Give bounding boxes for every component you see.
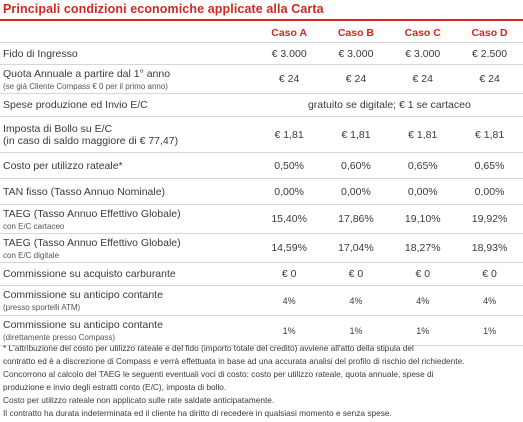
cell-caso-d: € 24 xyxy=(456,64,523,94)
cell-caso-c: 4% xyxy=(389,285,457,316)
cell-caso-a: 14,59% xyxy=(255,233,323,263)
cell-caso-b: € 1,81 xyxy=(322,116,390,153)
cell-caso-d: 0,00% xyxy=(456,178,523,205)
footnote-line: * L'attribuzione del costo per utilizzo … xyxy=(3,343,414,353)
row-label: TAEG (Tasso Annuo Effettivo Globale) xyxy=(3,236,181,249)
cell-caso-c: € 1,81 xyxy=(389,116,457,153)
cell-caso-d: 18,93% xyxy=(456,233,523,263)
table-header-row: Caso A Caso B Caso C Caso D xyxy=(0,21,523,43)
footnotes: * L'attribuzione del costo per utilizzo … xyxy=(3,342,520,420)
row-carburante: Commissione su acquisto carburante € 0 €… xyxy=(0,262,523,286)
header-caso-b: Caso B xyxy=(322,21,390,43)
footnote-line: contratto ed è a discrezione di Compass … xyxy=(3,356,465,366)
header-caso-c: Caso C xyxy=(389,21,457,43)
cell-caso-a: € 3.000 xyxy=(255,42,323,65)
footnote-line: produzione e invio degli estratti conto … xyxy=(3,382,227,392)
cell-caso-c: 19,10% xyxy=(389,204,457,234)
cell-caso-b: € 24 xyxy=(322,64,390,94)
row-tan: TAN fisso (Tasso Annuo Nominale) 0,00% 0… xyxy=(0,178,523,205)
row-label: Quota Annuale a partire dal 1° anno xyxy=(3,67,171,80)
cell-caso-c: 0,00% xyxy=(389,178,457,205)
row-label: Costo per utilizzo rateale* xyxy=(0,152,256,179)
cell-caso-b: 17,04% xyxy=(322,233,390,263)
row-label: Commissione su anticipo contante xyxy=(3,289,163,301)
cell-caso-d: 4% xyxy=(456,285,523,316)
row-anticipo-atm: Commissione su anticipo contante (presso… xyxy=(0,285,523,316)
row-label-line2: (in caso di saldo maggiore di € 77,47) xyxy=(3,134,179,147)
cell-caso-d: 1% xyxy=(456,315,523,346)
cell-caso-c: 18,27% xyxy=(389,233,457,263)
row-anticipo-compass: Commissione su anticipo contante (dirett… xyxy=(0,315,523,346)
row-quota: Quota Annuale a partire dal 1° anno (se … xyxy=(0,64,523,94)
cell-caso-c: € 24 xyxy=(389,64,457,94)
header-caso-a: Caso A xyxy=(255,21,323,43)
cell-caso-a: 4% xyxy=(255,285,323,316)
cell-caso-d: € 1,81 xyxy=(456,116,523,153)
cell-caso-d: 19,92% xyxy=(456,204,523,234)
cell-caso-c: 1% xyxy=(389,315,457,346)
cell-caso-b: 1% xyxy=(322,315,390,346)
header-caso-d: Caso D xyxy=(456,21,523,43)
row-spese: Spese produzione ed Invio E/C gratuito s… xyxy=(0,93,523,117)
row-sublabel: con E/C cartaceo xyxy=(3,221,65,231)
row-label-cell: Commissione su anticipo contante (dirett… xyxy=(0,315,256,346)
row-sublabel: (direttamente presso Compass) xyxy=(3,333,116,342)
cell-caso-a: 1% xyxy=(255,315,323,346)
cell-caso-b: 4% xyxy=(322,285,390,316)
cell-caso-b: € 3.000 xyxy=(322,42,390,65)
row-sublabel: (presso sportelli ATM) xyxy=(3,303,81,312)
row-label-cell: TAEG (Tasso Annuo Effettivo Globale) con… xyxy=(0,204,256,234)
cell-caso-a: 15,40% xyxy=(255,204,323,234)
row-label: TAN fisso (Tasso Annuo Nominale) xyxy=(0,178,256,205)
cell-caso-c: € 3.000 xyxy=(389,42,457,65)
row-label: Fido di Ingresso xyxy=(0,42,256,65)
row-sublabel: (se già Cliente Compass € 0 per il primo… xyxy=(3,81,168,91)
row-taeg-cartaceo: TAEG (Tasso Annuo Effettivo Globale) con… xyxy=(0,204,523,234)
row-sublabel: con E/C digitale xyxy=(3,250,60,260)
row-costo-rateale: Costo per utilizzo rateale* 0,50% 0,60% … xyxy=(0,152,523,179)
cell-caso-a: € 24 xyxy=(255,64,323,94)
cell-caso-b: 17,86% xyxy=(322,204,390,234)
cell-caso-a: 0,50% xyxy=(255,152,323,179)
row-label-cell: Imposta di Bollo su E/C (in caso di sald… xyxy=(0,116,256,153)
cell-caso-c: 0,65% xyxy=(389,152,457,179)
cell-caso-b: 0,00% xyxy=(322,178,390,205)
row-label: Commissione su anticipo contante xyxy=(3,319,163,331)
row-bollo: Imposta di Bollo su E/C (in caso di sald… xyxy=(0,116,523,153)
cell-caso-a: 0,00% xyxy=(255,178,323,205)
footnote-line: Costo per utilizzo rateale non applicato… xyxy=(3,395,275,405)
row-taeg-digitale: TAEG (Tasso Annuo Effettivo Globale) con… xyxy=(0,233,523,263)
cell-caso-d: 0,65% xyxy=(456,152,523,179)
cell-caso-c: € 0 xyxy=(389,262,457,286)
conditions-table: Caso A Caso B Caso C Caso D Fido di Ingr… xyxy=(0,21,523,346)
title-divider xyxy=(0,19,523,21)
row-label-cell: Quota Annuale a partire dal 1° anno (se … xyxy=(0,64,256,94)
footnote-line: Il contratto ha durata indeterminata ed … xyxy=(3,408,392,418)
cell-caso-a: € 1,81 xyxy=(255,116,323,153)
row-label-cell: TAEG (Tasso Annuo Effettivo Globale) con… xyxy=(0,233,256,263)
row-label: Commissione su acquisto carburante xyxy=(0,262,256,286)
row-label: Spese produzione ed Invio E/C xyxy=(0,93,256,117)
cell-caso-d: € 0 xyxy=(456,262,523,286)
row-label: TAEG (Tasso Annuo Effettivo Globale) xyxy=(3,207,181,220)
cell-caso-b: € 0 xyxy=(322,262,390,286)
row-label-cell: Commissione su anticipo contante (presso… xyxy=(0,285,256,316)
row-label: Imposta di Bollo su E/C xyxy=(3,122,113,135)
cell-caso-b: 0,60% xyxy=(322,152,390,179)
row-fido: Fido di Ingresso € 3.000 € 3.000 € 3.000… xyxy=(0,42,523,65)
cell-caso-d: € 2.500 xyxy=(456,42,523,65)
header-empty xyxy=(0,21,256,43)
footnote-line: Concorrono al calcolo del TAEG le seguen… xyxy=(3,369,434,379)
cell-caso-a: € 0 xyxy=(255,262,323,286)
page-title: Principali condizioni economiche applica… xyxy=(3,2,324,16)
cell-spese-value: gratuito se digitale; € 1 se cartaceo xyxy=(255,93,523,117)
